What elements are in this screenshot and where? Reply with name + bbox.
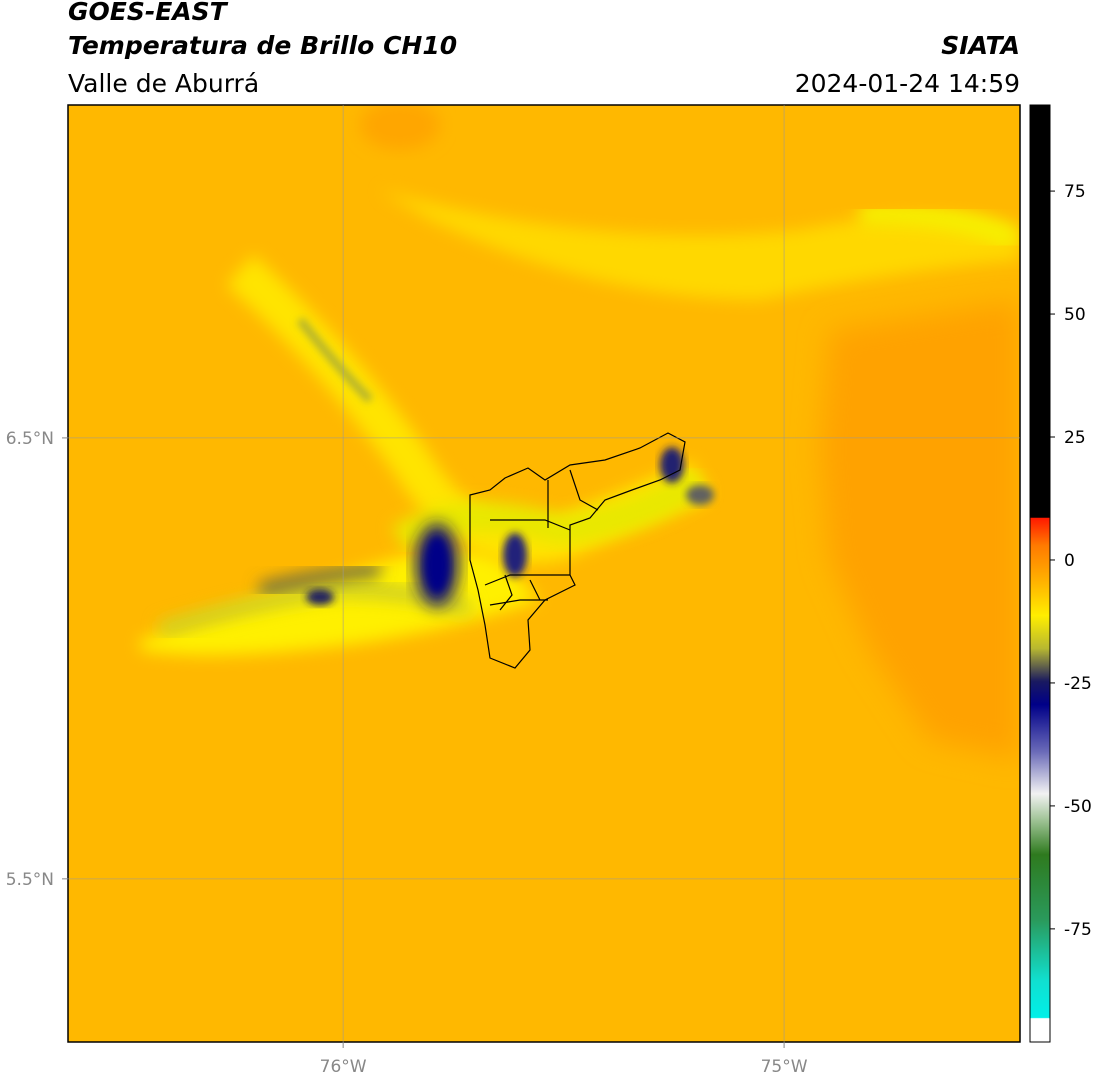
x-tick-label: 76°W bbox=[320, 1057, 367, 1077]
colorbar-tick-label: 50 bbox=[1064, 305, 1086, 325]
colorbar-tick-label: 0 bbox=[1064, 551, 1075, 571]
colorbar-tick-label: -75 bbox=[1064, 920, 1092, 940]
y-tick-label: 5.5°N bbox=[6, 870, 54, 890]
graticule: 76°W 75°W 6.5°N 5.5°N bbox=[6, 105, 1020, 1077]
satellite-image bbox=[68, 105, 1020, 1042]
subtitle: Temperatura de Brillo CH10 bbox=[68, 31, 457, 60]
municipal-boundaries bbox=[469, 432, 686, 669]
colorbar-tick-label: -50 bbox=[1064, 797, 1092, 817]
source: SIATA bbox=[941, 31, 1020, 60]
title: GOES-EAST bbox=[68, 0, 229, 26]
x-tick-label: 75°W bbox=[761, 1057, 808, 1077]
colorbar-ticks: 75 50 25 0 -25 -50 -75 bbox=[1050, 182, 1092, 940]
colorbar-tick-label: -25 bbox=[1064, 674, 1092, 694]
colorbar-tick-label: 25 bbox=[1064, 428, 1086, 448]
colorbar-tick-label: 75 bbox=[1064, 182, 1086, 202]
y-tick-label: 6.5°N bbox=[6, 429, 54, 449]
map-frame bbox=[67, 104, 1021, 1043]
region: Valle de Aburrá bbox=[68, 69, 259, 98]
colorbar bbox=[1029, 104, 1051, 1043]
datetime: 2024-01-24 14:59 bbox=[795, 69, 1020, 98]
